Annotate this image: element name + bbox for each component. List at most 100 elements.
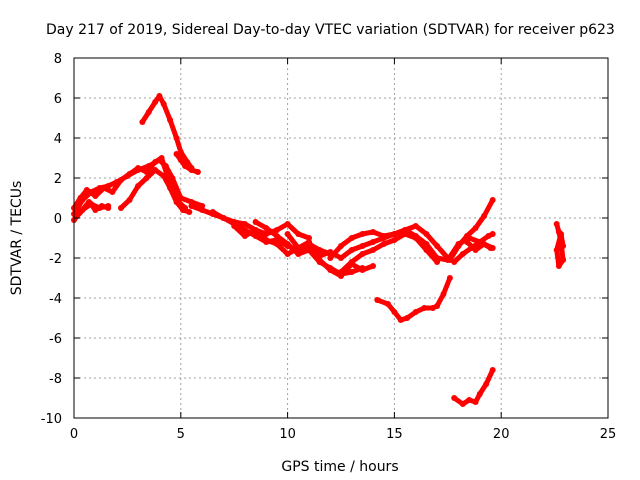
series-arc-19 bbox=[451, 367, 496, 407]
data-point bbox=[284, 251, 291, 257]
data-point bbox=[188, 203, 195, 209]
tick-layer: 0 5 10 15 20 25 -10 -8 -6 -4 -2 0 2 4 6 8 bbox=[41, 52, 617, 442]
data-point bbox=[391, 309, 398, 315]
data-point bbox=[440, 291, 447, 297]
y-tick-label: -4 bbox=[49, 292, 62, 307]
data-point bbox=[241, 221, 248, 227]
data-point bbox=[100, 185, 107, 191]
data-point bbox=[167, 185, 174, 191]
data-trace bbox=[139, 93, 194, 171]
x-axis-label: GPS time / hours bbox=[281, 459, 398, 475]
data-point bbox=[209, 209, 216, 215]
data-point bbox=[489, 367, 496, 373]
data-point bbox=[118, 205, 124, 211]
data-point bbox=[77, 195, 84, 201]
y-tick-label: 6 bbox=[54, 92, 62, 107]
series-arc-6 bbox=[139, 93, 195, 171]
data-point bbox=[338, 243, 344, 249]
data-point bbox=[434, 259, 441, 265]
data-trace bbox=[338, 231, 440, 275]
data-point bbox=[423, 231, 430, 237]
data-point bbox=[476, 391, 483, 397]
data-point bbox=[306, 239, 312, 245]
data-point bbox=[402, 231, 409, 237]
data-point bbox=[263, 237, 270, 243]
plot-frame bbox=[73, 57, 609, 419]
data-point bbox=[451, 259, 458, 265]
data-point bbox=[370, 247, 376, 253]
data-point bbox=[188, 167, 195, 173]
series-arc-5 bbox=[118, 167, 193, 215]
data-point bbox=[273, 227, 280, 233]
data-point bbox=[173, 199, 180, 205]
data-point bbox=[295, 231, 302, 237]
data-point bbox=[139, 119, 146, 125]
data-point bbox=[472, 225, 479, 231]
data-point bbox=[348, 247, 355, 253]
data-point bbox=[98, 203, 105, 209]
x-tick-label: 0 bbox=[70, 427, 78, 442]
data-point bbox=[241, 233, 248, 239]
data-point bbox=[370, 229, 376, 235]
data-point bbox=[348, 235, 355, 241]
data-point bbox=[391, 231, 398, 237]
data-point bbox=[327, 267, 334, 273]
data-point bbox=[135, 165, 142, 171]
x-tick-label: 5 bbox=[177, 427, 185, 442]
data-point bbox=[145, 109, 152, 115]
y-tick-label: -2 bbox=[49, 252, 62, 267]
data-point bbox=[338, 269, 344, 275]
grid-layer bbox=[74, 58, 608, 418]
data-point bbox=[348, 259, 355, 265]
data-point bbox=[126, 197, 133, 203]
data-point bbox=[109, 189, 116, 195]
data-point bbox=[391, 237, 398, 243]
data-point bbox=[284, 241, 291, 247]
data-point bbox=[370, 239, 376, 245]
x-tick-label: 15 bbox=[386, 427, 403, 442]
y-tick-label: 8 bbox=[54, 52, 62, 67]
data-point bbox=[158, 155, 165, 161]
data-point bbox=[558, 231, 564, 237]
data-point bbox=[273, 241, 280, 247]
data-point bbox=[143, 175, 150, 181]
data-point bbox=[374, 297, 381, 303]
data-point bbox=[316, 247, 323, 253]
data-point bbox=[489, 197, 496, 203]
y-tick-label: -8 bbox=[49, 372, 62, 387]
data-point bbox=[152, 159, 159, 165]
data-point bbox=[404, 315, 411, 321]
data-point bbox=[397, 317, 404, 323]
data-point bbox=[284, 221, 291, 227]
x-tick-label: 10 bbox=[279, 427, 296, 442]
data-point bbox=[295, 245, 302, 251]
data-point bbox=[359, 231, 366, 237]
series-arc-16 bbox=[446, 197, 496, 263]
data-point bbox=[105, 205, 112, 211]
chart-title: Day 217 of 2019, Sidereal Day-to-day VTE… bbox=[46, 22, 615, 38]
data-point bbox=[199, 207, 206, 213]
series-arc-12 bbox=[284, 231, 376, 279]
x-tick-label: 25 bbox=[600, 427, 617, 442]
data-point bbox=[380, 233, 387, 239]
data-point bbox=[295, 251, 302, 257]
data-point bbox=[338, 255, 344, 261]
y-tick-label: -6 bbox=[49, 332, 62, 347]
data-point bbox=[92, 193, 99, 199]
data-point bbox=[472, 399, 479, 405]
data-point bbox=[83, 187, 90, 193]
data-point bbox=[118, 177, 124, 183]
data-point bbox=[412, 223, 419, 229]
y-tick-label: 2 bbox=[54, 172, 62, 187]
data-point bbox=[152, 99, 159, 105]
data-point bbox=[481, 213, 488, 219]
data-point bbox=[451, 395, 458, 401]
data-point bbox=[472, 247, 479, 253]
data-point bbox=[173, 151, 180, 157]
data-point bbox=[135, 183, 142, 189]
data-point bbox=[446, 275, 453, 281]
data-point bbox=[86, 199, 92, 205]
data-trace bbox=[451, 367, 496, 407]
data-point bbox=[327, 255, 334, 261]
